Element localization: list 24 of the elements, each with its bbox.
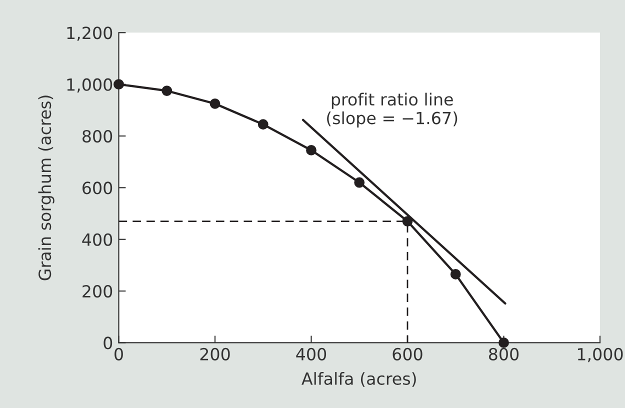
point: [162, 86, 172, 96]
point: [306, 145, 316, 156]
x-tick-label: 400: [296, 348, 326, 360]
y-tick-label: 1,200: [67, 26, 112, 41]
x-axis-title: Alfalfa (acres): [302, 372, 416, 387]
x-tick-label: 800: [488, 348, 519, 360]
point: [354, 177, 365, 188]
y-tick-label: 0: [104, 336, 112, 350]
point: [498, 338, 509, 348]
x-tick-label: 600: [392, 348, 422, 360]
point: [450, 269, 461, 280]
y-tick-label: 1,000: [67, 78, 112, 93]
y-tick-label: 400: [82, 233, 112, 246]
annotation: profit ratio line (slope = −1.67): [327, 92, 458, 128]
y-tick-label: 600: [82, 182, 112, 194]
y-tick-label: 200: [82, 285, 112, 298]
point: [258, 119, 268, 130]
y-tick-label: 800: [82, 130, 112, 143]
x-tick-label: 0: [114, 348, 123, 360]
point: [114, 79, 124, 90]
y-axis-title: Grain sorghum (acres): [38, 96, 54, 280]
x-tick-label: 1,000: [578, 348, 623, 362]
x-tick-label: 200: [200, 348, 230, 360]
point: [210, 98, 220, 109]
